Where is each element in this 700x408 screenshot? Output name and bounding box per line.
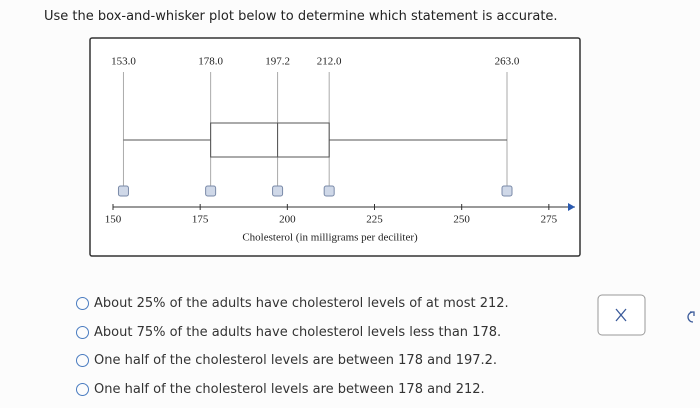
value-label: 197.2	[265, 56, 290, 68]
x-tick-label: 200	[279, 214, 296, 226]
option[interactable]: One half of the cholesterol levels are b…	[76, 382, 485, 397]
option-text: One half of the cholesterol levels are b…	[94, 353, 498, 368]
x-axis-title: Cholesterol (in milligrams per deciliter…	[242, 232, 418, 244]
option[interactable]: About 25% of the adults have cholesterol…	[76, 296, 509, 311]
x-tick-label: 175	[192, 214, 209, 226]
option-text: One half of the cholesterol levels are b…	[94, 382, 485, 397]
x-tick-label: 250	[453, 214, 470, 226]
chart-frame	[89, 37, 581, 257]
question: Use the box-and-whisker plot below to de…	[44, 9, 558, 24]
option[interactable]: One half of the cholesterol levels are b…	[76, 353, 497, 368]
point-handle	[117, 185, 129, 197]
value-label: 263.0	[495, 56, 520, 68]
value-label: 212.0	[317, 56, 342, 68]
radio[interactable]	[76, 326, 89, 339]
value-label: 178.0	[198, 56, 223, 68]
option-text: About 75% of the adults have cholesterol…	[94, 325, 502, 340]
option-text: About 25% of the adults have cholesterol…	[94, 296, 509, 311]
value-label: 153.0	[111, 56, 136, 68]
x-tick-label: 225	[366, 214, 383, 226]
radio[interactable]	[76, 383, 89, 396]
axis-arrow	[568, 203, 575, 211]
radio[interactable]	[76, 297, 89, 310]
box	[210, 122, 330, 158]
point-handle	[501, 185, 513, 197]
radio[interactable]	[76, 354, 89, 367]
x-tick-label: 150	[105, 214, 122, 226]
point-handle	[323, 185, 335, 197]
x-tick-label: 275	[541, 214, 558, 226]
point-handle	[272, 185, 284, 197]
point-handle	[205, 185, 217, 197]
option[interactable]: About 75% of the adults have cholesterol…	[76, 325, 501, 340]
